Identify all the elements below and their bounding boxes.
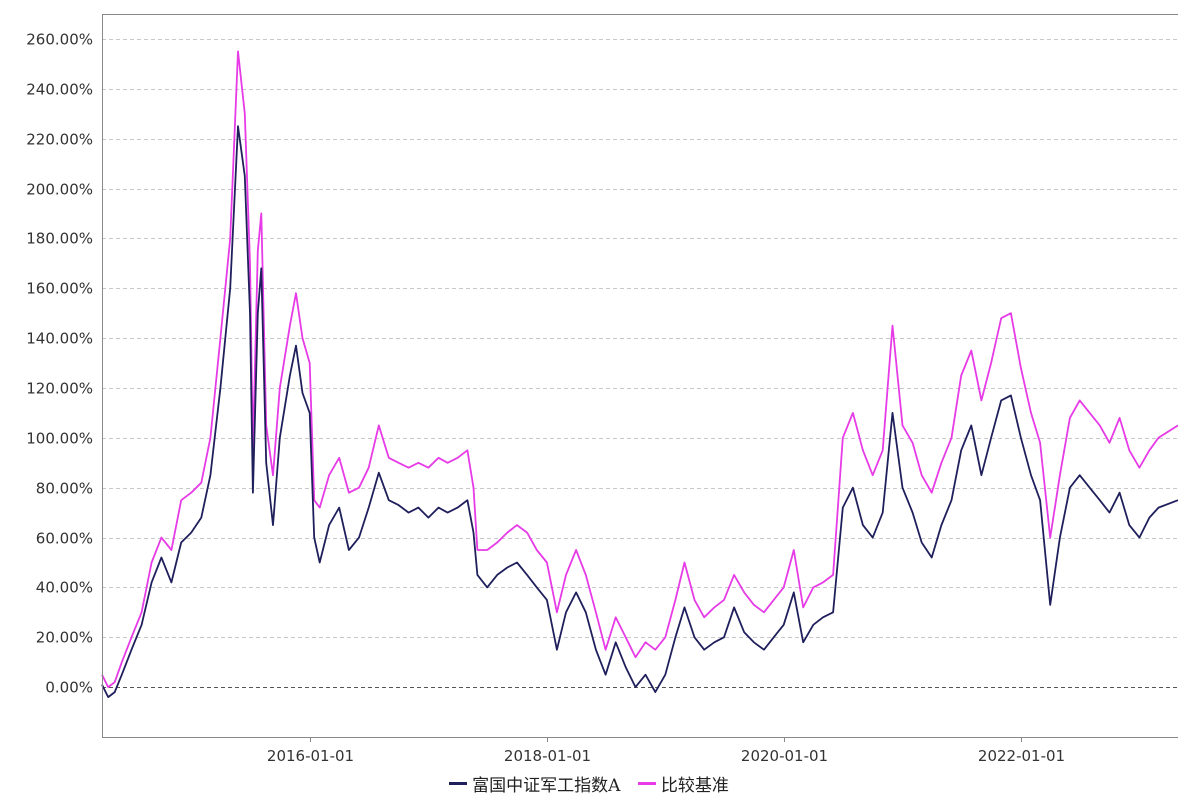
x-tick-label: 2020-01-01 [741, 747, 828, 765]
y-tick-label: 240.00% [26, 81, 93, 99]
y-tick-label: 0.00% [45, 679, 93, 697]
line-chart: 0.00% 20.00% 40.00% 60.00% 80.00% 100.00% 120.… [26, 14, 1178, 765]
x-tick-label: 2016-01-01 [267, 747, 354, 765]
y-tick-label: 160.00% [26, 280, 93, 298]
y-tick-label: 200.00% [26, 181, 93, 199]
legend-label-fund: 富国中证军工指数A [472, 776, 621, 796]
y-tick-label: 260.00% [26, 31, 93, 49]
y-tick-label: 20.00% [36, 629, 93, 647]
y-tick-label: 40.00% [36, 579, 93, 597]
series-line-fund [101, 125, 1178, 698]
legend-swatch-benchmark [637, 782, 656, 785]
legend-label-benchmark: 比较基准 [660, 776, 729, 796]
y-tick-label: 100.00% [26, 430, 93, 448]
legend-item-benchmark[interactable]: 比较基准 [637, 771, 729, 796]
y-tick-label: 60.00% [36, 530, 93, 548]
y-tick-label: 120.00% [26, 380, 93, 398]
y-axis-ticks: 0.00% 20.00% 40.00% 60.00% 80.00% 100.00% 120.… [26, 31, 93, 697]
grid-lines [102, 39, 1178, 688]
x-axis-ticks: 2016-01-01 2018-01-01 2020-01-01 2022-01-01 [267, 737, 1065, 765]
y-tick-label: 180.00% [26, 230, 93, 248]
legend-swatch-fund [449, 782, 468, 785]
series-line-benchmark [101, 50, 1178, 688]
y-tick-label: 140.00% [26, 330, 93, 348]
legend: 富国中证军工指数A 比较基准 [0, 770, 1178, 796]
y-tick-label: 220.00% [26, 131, 93, 149]
x-tick-label: 2022-01-01 [978, 747, 1065, 765]
x-tick-label: 2018-01-01 [504, 747, 591, 765]
y-tick-label: 80.00% [36, 480, 93, 498]
series-lines [101, 50, 1178, 698]
legend-item-fund[interactable]: 富国中证军工指数A [449, 771, 620, 796]
